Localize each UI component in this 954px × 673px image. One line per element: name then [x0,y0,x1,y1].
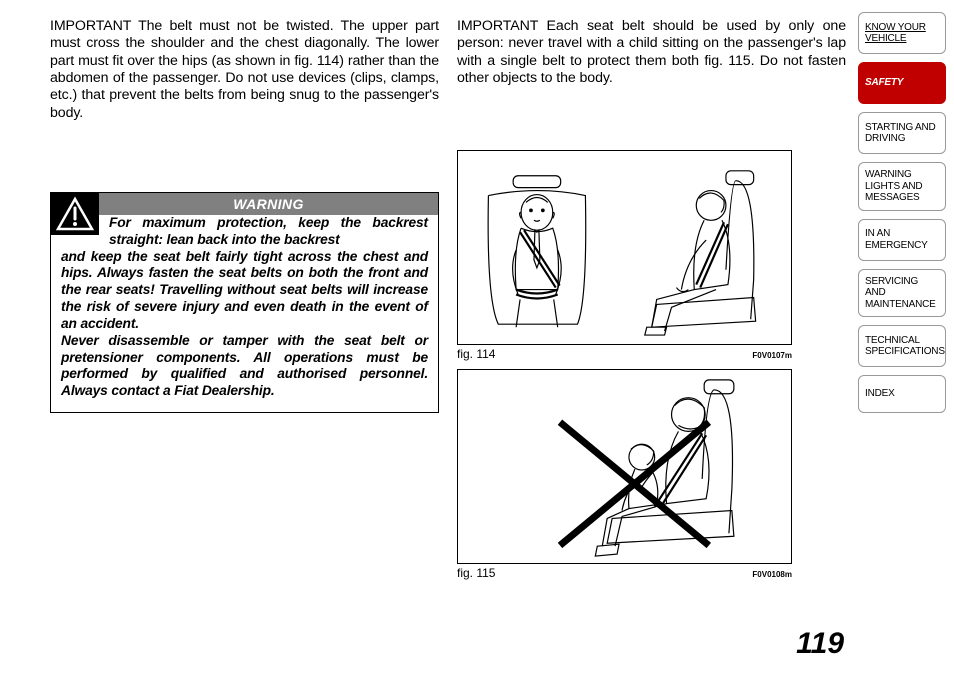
sidebar: KNOW YOUR VEHICLE SAFETY STARTING AND DR… [858,0,954,673]
left-column: IMPORTANT The belt must not be twisted. … [50,18,439,663]
tab-know-vehicle[interactable]: KNOW YOUR VEHICLE [858,12,946,54]
page-number: 119 [796,627,844,661]
fig115-label: fig. 115 [457,566,495,580]
tab-warning-lights[interactable]: WARNING LIGHTS AND MESSAGES [858,162,946,211]
fig114-label: fig. 114 [457,347,495,361]
tab-technical[interactable]: TECHNICAL SPECIFICATIONS [858,325,946,367]
fig114-code: F0V0107m [752,351,792,360]
figure-115 [457,369,792,564]
right-column: IMPORTANT Each seat belt should be used … [457,18,846,663]
tab-emergency[interactable]: IN AN EMERGENCY [858,219,946,261]
tab-starting[interactable]: STARTING AND DRIVING [858,112,946,154]
warning-rest: and keep the seat belt fairly tight acro… [61,249,428,399]
content-area: IMPORTANT The belt must not be twisted. … [0,0,858,673]
warning-title: WARNING [99,193,438,215]
tab-index[interactable]: INDEX [858,375,946,413]
page: IMPORTANT The belt must not be twisted. … [0,0,954,673]
important-para-left: IMPORTANT The belt must not be twisted. … [50,18,439,122]
figure-114 [457,150,792,345]
fig114-caption: fig. 114 F0V0107m [457,347,792,361]
figure-stack: fig. 114 F0V0107m [457,145,846,588]
fig115-code: F0V0108m [752,570,792,579]
tab-servicing[interactable]: SERVICING AND MAINTENANCE [858,269,946,318]
warning-box: WARNING For maximum protection, keep the… [50,192,439,413]
fig115-caption: fig. 115 F0V0108m [457,566,792,580]
important-para-right: IMPORTANT Each seat belt should be used … [457,18,846,87]
warning-body: For maximum protection, keep the back­re… [51,215,438,412]
tab-safety[interactable]: SAFETY [858,62,946,104]
warning-triangle-icon [51,193,99,235]
